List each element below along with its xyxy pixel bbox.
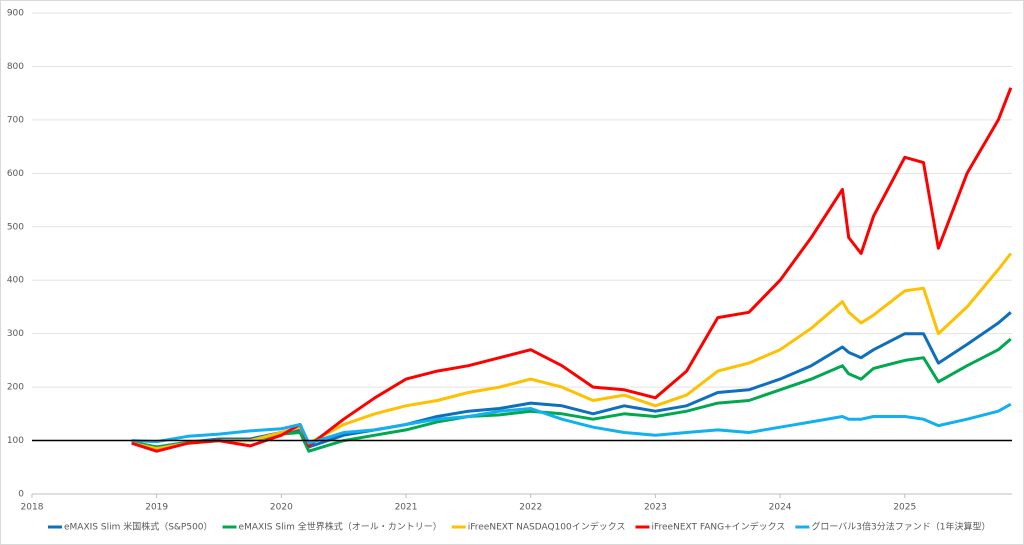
y-tick-label: 700 (7, 115, 24, 125)
legend-label: eMAXIS Slim 米国株式（S&P500） (64, 521, 213, 533)
y-tick-label: 500 (7, 222, 24, 232)
y-tick-label: 100 (7, 436, 24, 446)
series-line (131, 337, 1012, 453)
x-tick-label: 2019 (145, 503, 168, 513)
y-tick-label: 400 (7, 276, 24, 286)
y-tick-label: 0 (18, 490, 24, 500)
y-tick-label: 800 (7, 62, 24, 72)
y-tick-label: 300 (7, 329, 24, 339)
legend-label: eMAXIS Slim 全世界株式（オール・カントリー） (239, 521, 442, 533)
legend-label: iFreeNEXT FANG+インデックス (651, 521, 785, 533)
x-tick-label: 2022 (519, 503, 542, 513)
x-tick-label: 2018 (21, 503, 44, 513)
series-line (131, 402, 1012, 445)
legend-label: グローバル3倍3分法ファンド（1年決算型） (811, 521, 990, 533)
x-tick-label: 2020 (270, 503, 293, 513)
y-tick-label: 600 (7, 169, 24, 179)
series-line (131, 87, 1013, 453)
x-tick-label: 2025 (893, 503, 916, 513)
legend-label: iFreeNEXT NASDAQ100インデックス (468, 521, 626, 533)
y-tick-label: 200 (7, 383, 24, 393)
y-tick-label: 900 (7, 9, 24, 19)
x-tick-label: 2023 (644, 503, 667, 513)
x-tick-label: 2021 (395, 503, 418, 513)
x-tick-label: 2024 (769, 503, 792, 513)
